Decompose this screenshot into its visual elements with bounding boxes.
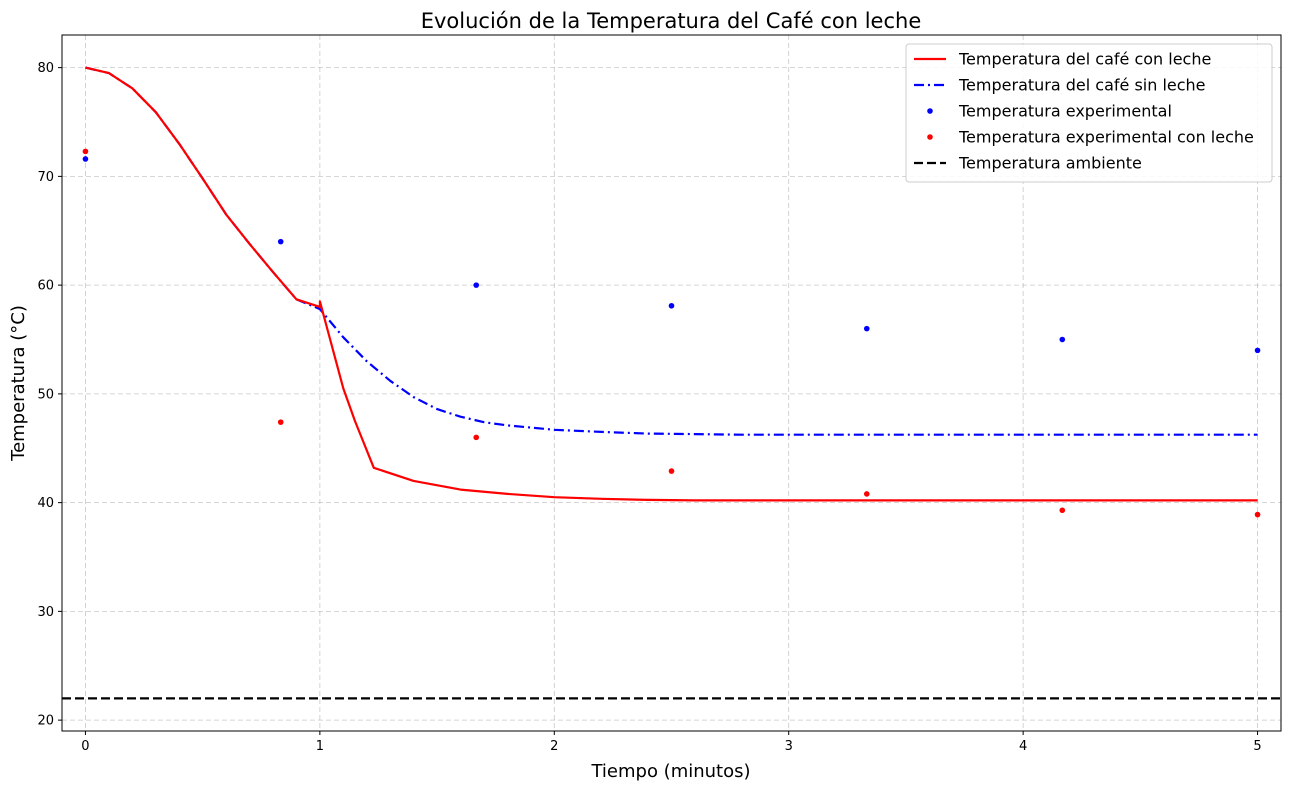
x-tick-label: 3 [785, 739, 793, 754]
y-tick-label: 60 [37, 279, 54, 294]
series-3-point [277, 419, 284, 425]
series-2-point [277, 238, 284, 245]
plot-frame [61, 34, 1282, 732]
axis-ticks: 0 1 2 3 4 5 20 30 40 50 60 70 80 [37, 61, 1261, 754]
y-axis-label: Temperatura (°C) [8, 305, 29, 462]
series-2-point [1059, 336, 1066, 343]
legend-marker [927, 108, 933, 114]
series-3-point [1254, 511, 1261, 518]
grid [62, 35, 1281, 731]
y-tick-label: 70 [37, 170, 54, 185]
legend-entry-label: Temperatura experimental [958, 102, 1172, 121]
chart-title: Evolución de la Temperatura del Café con… [421, 9, 922, 33]
legend-marker [927, 134, 933, 140]
series-2-point [82, 156, 89, 162]
legend-entry-label: Temperatura ambiente [958, 154, 1142, 173]
series-0-line [85, 66, 1258, 502]
y-tick-label: 50 [37, 387, 54, 402]
legend-box [905, 43, 1273, 183]
series-2-point [668, 302, 675, 309]
series-2-point [863, 325, 870, 332]
series-1-line [85, 66, 1258, 436]
x-tick-label: 2 [550, 739, 558, 754]
series-3-point [668, 468, 675, 474]
y-tick-label: 80 [37, 61, 54, 76]
y-tick-label: 30 [37, 605, 54, 620]
x-tick-label: 5 [1253, 739, 1261, 754]
series-3-point [863, 491, 870, 497]
x-tick-label: 4 [1019, 739, 1027, 754]
x-axis-label: Tiempo (minutos) [590, 761, 750, 782]
legend: Temperatura del café con leche Temperatur… [905, 43, 1273, 183]
plot-series [62, 66, 1281, 700]
x-tick-label: 0 [81, 739, 89, 754]
series-3-point [82, 148, 89, 155]
legend-entry-label: Temperatura del café con leche [958, 50, 1211, 69]
x-tick-label: 1 [316, 739, 324, 754]
series-2-point [473, 282, 480, 288]
legend-entry-label: Temperatura del café sin leche [958, 76, 1206, 95]
y-tick-label: 40 [37, 496, 54, 511]
y-tick-label: 20 [37, 714, 54, 729]
series-3-point [1059, 507, 1066, 514]
series-2-point [1254, 347, 1261, 354]
legend-entry-label: Temperatura experimental con leche [958, 128, 1254, 147]
series-3-point [473, 434, 480, 441]
